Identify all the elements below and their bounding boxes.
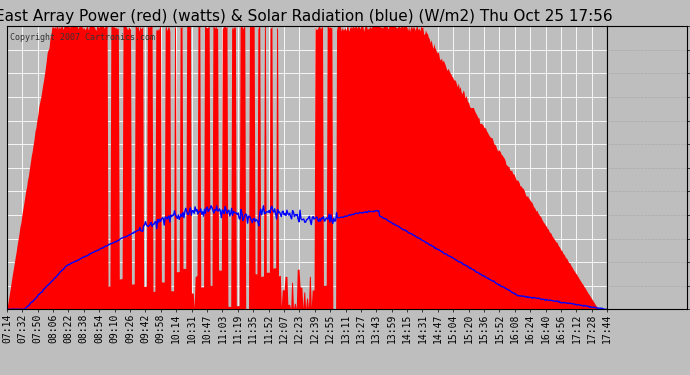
Text: Copyright 2007 Cartronics.com: Copyright 2007 Cartronics.com	[10, 33, 155, 42]
Text: East Array Power (red) (watts) & Solar Radiation (blue) (W/m2) Thu Oct 25 17:56: East Array Power (red) (watts) & Solar R…	[0, 9, 613, 24]
